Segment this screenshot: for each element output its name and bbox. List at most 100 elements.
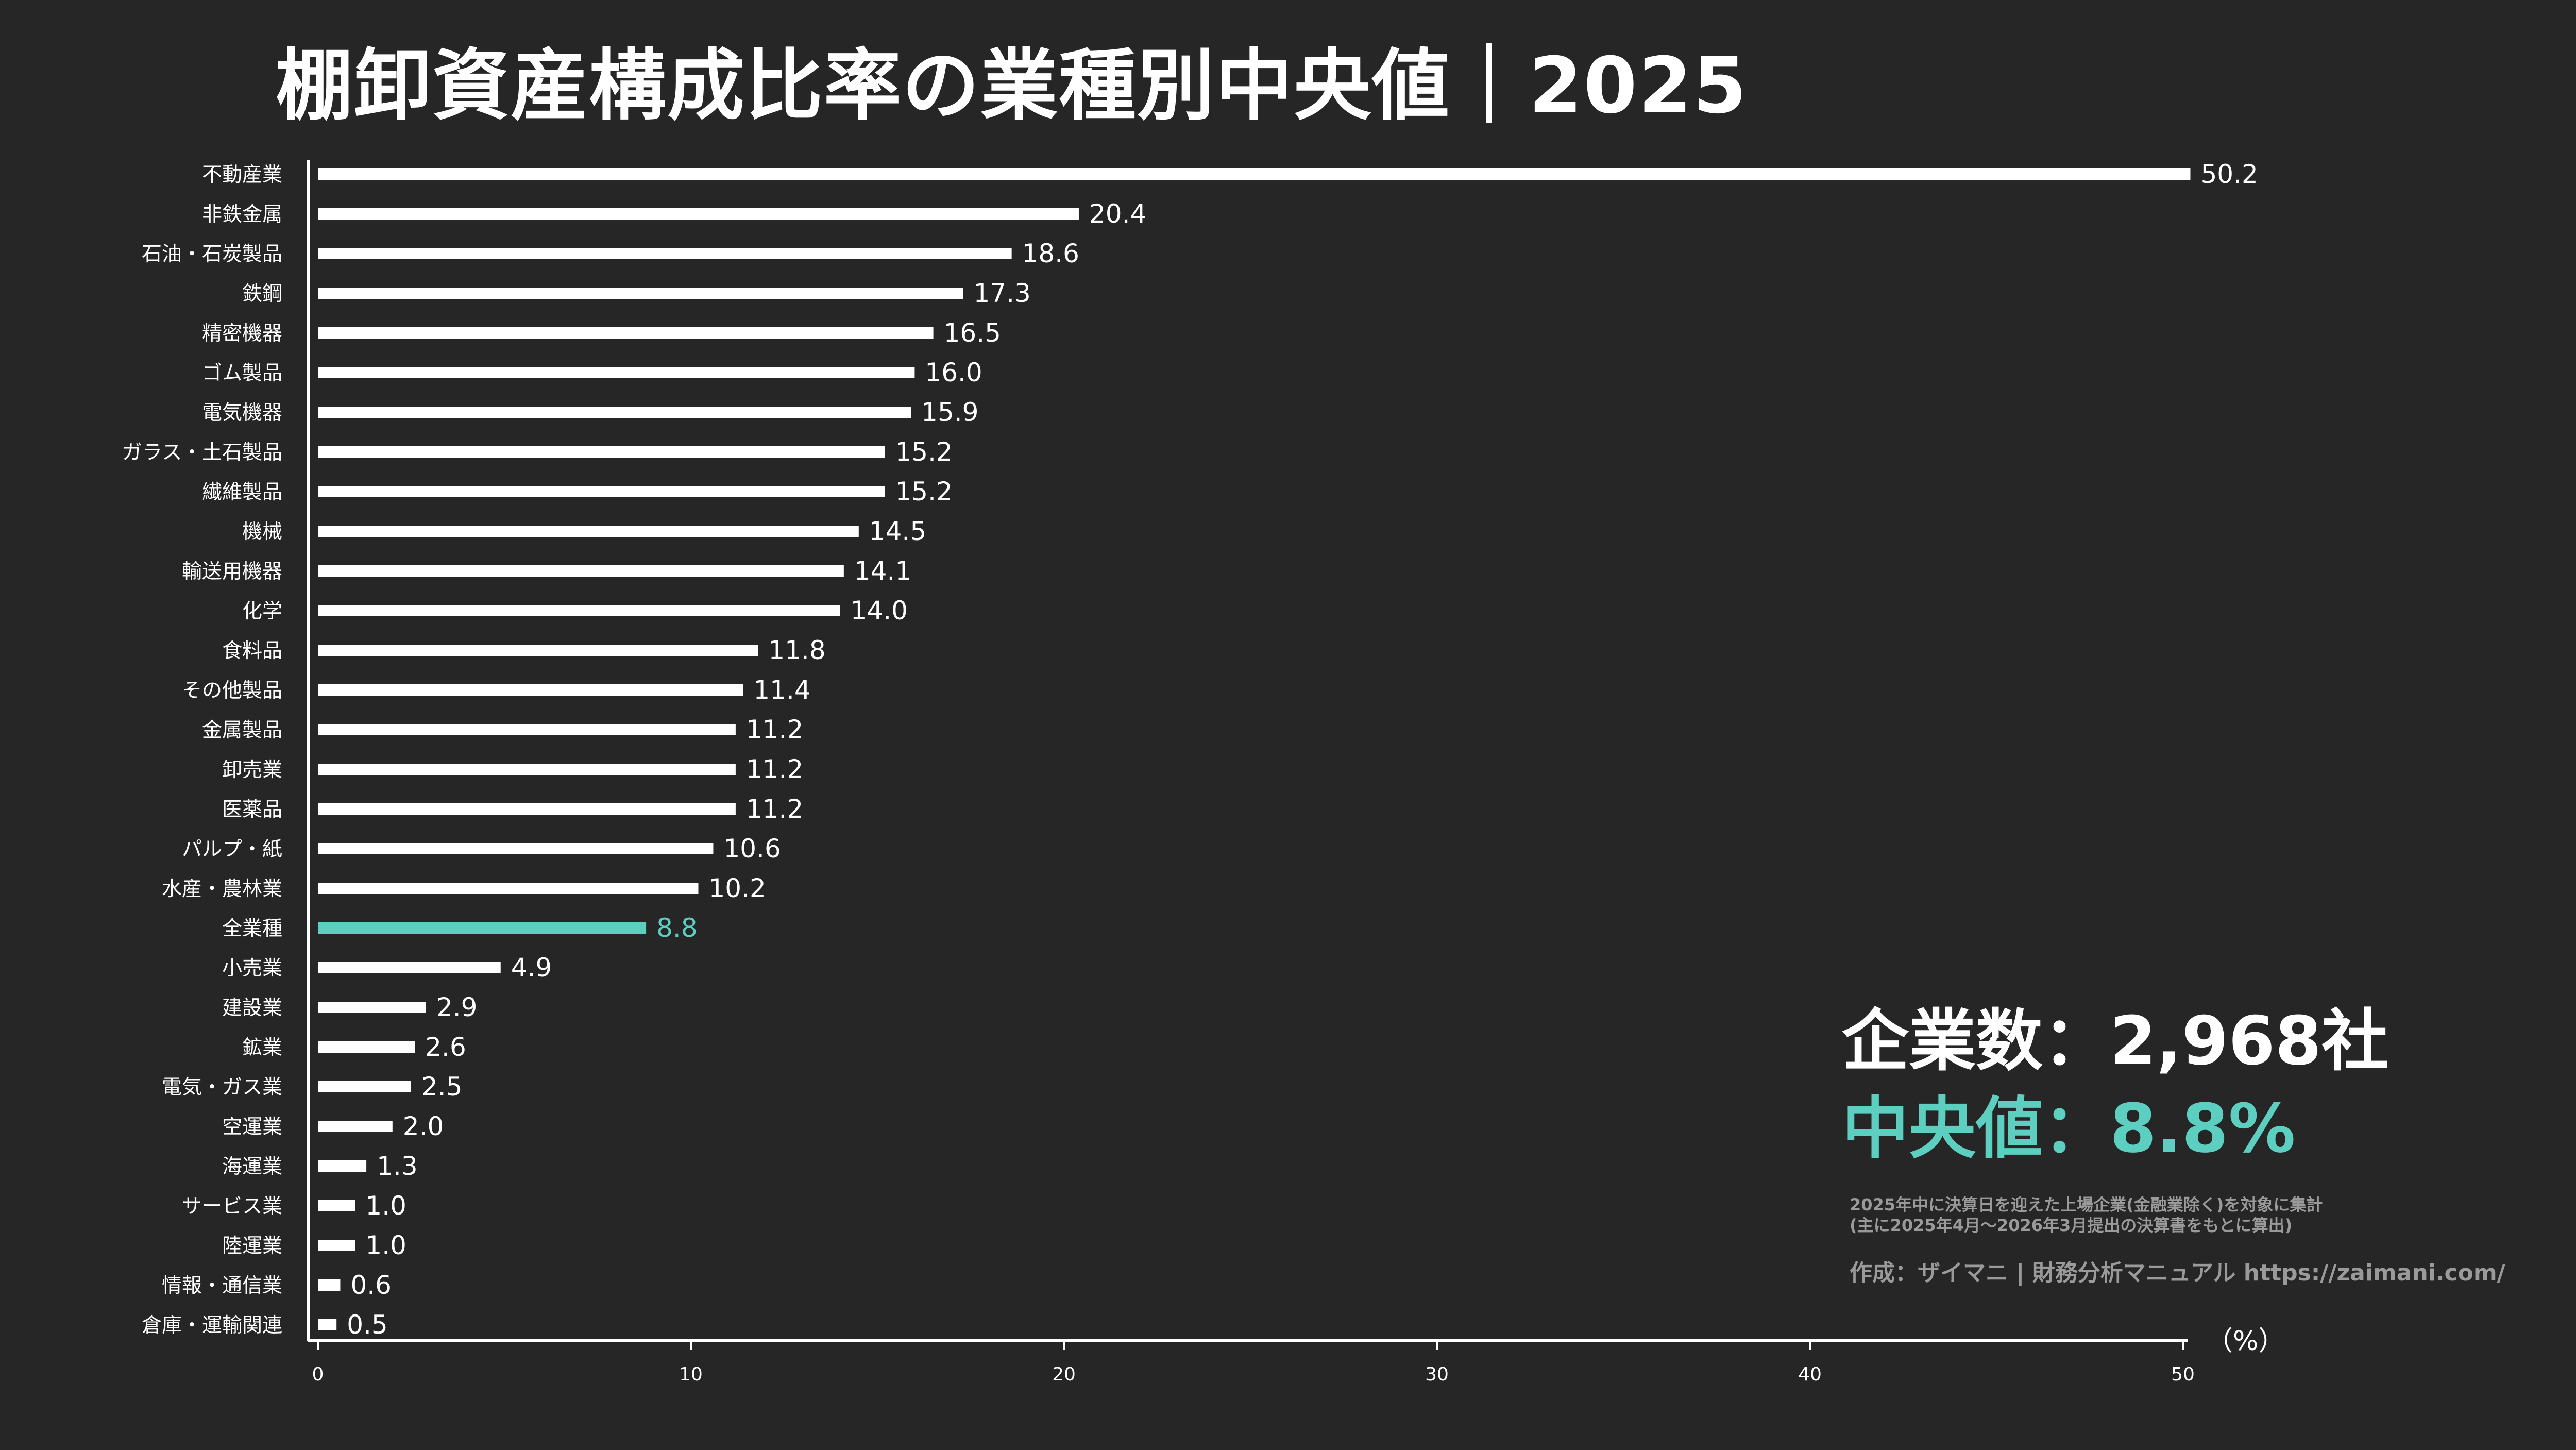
chart-title: 棚卸資産構成比率の業種別中央値｜2025 bbox=[276, 41, 1748, 131]
data-label: 14.1 bbox=[854, 556, 911, 586]
data-label: 2.9 bbox=[436, 992, 478, 1022]
category-label: 医薬品 bbox=[222, 798, 282, 821]
median-value: 中央値：8.8% bbox=[1842, 1089, 2296, 1168]
data-label: 1.3 bbox=[377, 1151, 418, 1181]
data-label: 15.2 bbox=[895, 477, 952, 507]
bar bbox=[318, 684, 743, 696]
category-label: 卸売業 bbox=[222, 758, 282, 782]
category-label: 電気機器 bbox=[202, 401, 282, 425]
category-label: 石油・石炭製品 bbox=[142, 243, 282, 266]
category-label: パルプ・紙 bbox=[182, 838, 282, 861]
bar bbox=[318, 1240, 355, 1251]
data-label: 10.6 bbox=[723, 834, 781, 864]
summary-stats: 企業数：2,968社 中央値：8.8% bbox=[1842, 1007, 2388, 1162]
category-label: 空運業 bbox=[222, 1116, 282, 1139]
x-tick-label: 10 bbox=[679, 1364, 703, 1385]
bar bbox=[318, 1160, 367, 1172]
bar bbox=[318, 288, 963, 299]
category-label: 輸送用機器 bbox=[182, 560, 282, 583]
category-label: 繊維製品 bbox=[202, 481, 282, 504]
category-label: 建設業 bbox=[222, 997, 282, 1020]
data-label: 2.6 bbox=[425, 1032, 466, 1062]
data-label: 15.9 bbox=[921, 397, 978, 427]
bar bbox=[318, 526, 859, 537]
bar bbox=[318, 883, 699, 894]
data-label: 11.4 bbox=[753, 675, 810, 705]
x-tick-label: 50 bbox=[2171, 1364, 2195, 1385]
x-tick-label: 20 bbox=[1052, 1364, 1076, 1385]
bar bbox=[318, 367, 915, 378]
data-label: 11.2 bbox=[746, 794, 803, 824]
bar bbox=[318, 446, 885, 458]
credit-text: 作成：ザイマニ | 財務分析マニュアル https://zaimani.com/ bbox=[1850, 1260, 2505, 1286]
footnote-line: 2025年中に決算日を迎えた上場企業(金融業除く)を対象に集計 bbox=[1850, 1195, 2323, 1215]
category-label: 鉱業 bbox=[242, 1036, 282, 1059]
bar bbox=[318, 1279, 341, 1291]
data-label: 20.4 bbox=[1089, 199, 1146, 229]
bar bbox=[318, 248, 1012, 259]
category-label: 精密機器 bbox=[202, 322, 282, 345]
category-label: 水産・農林業 bbox=[162, 878, 282, 901]
data-label: 0.6 bbox=[350, 1270, 392, 1300]
x-tick-label: 30 bbox=[1425, 1364, 1449, 1385]
data-label: 11.2 bbox=[746, 754, 803, 784]
bar bbox=[318, 1081, 411, 1092]
category-label: 非鉄金属 bbox=[202, 203, 282, 226]
data-label: 16.5 bbox=[944, 318, 1001, 348]
category-label: 化学 bbox=[242, 600, 282, 623]
x-axis-unit-label: （%） bbox=[2206, 1326, 2285, 1357]
bar bbox=[318, 724, 736, 735]
bar bbox=[318, 407, 911, 418]
bar bbox=[318, 565, 844, 577]
footnotes: 2025年中に決算日を迎えた上場企業(金融業除く)を対象に集計 (主に2025年… bbox=[1850, 1194, 2505, 1287]
bar bbox=[318, 1041, 415, 1053]
company-count: 企業数：2,968社 bbox=[1842, 1002, 2389, 1080]
bars-group: 不動産業 50.2 非鉄金属 20.4 石油・石炭製品 18.6 鉄鋼 17.3 精密機器 16.… bbox=[122, 159, 2258, 1340]
bar bbox=[318, 1002, 426, 1013]
bar bbox=[318, 803, 736, 815]
x-tick-label: 40 bbox=[1798, 1364, 1822, 1385]
category-label: 機械 bbox=[242, 520, 282, 544]
category-label: 全業種 bbox=[222, 917, 282, 940]
data-label: 2.5 bbox=[421, 1072, 463, 1102]
category-label: 不動産業 bbox=[202, 163, 282, 187]
footnote-line: (主に2025年4月〜2026年3月提出の決算書をもとに算出) bbox=[1850, 1216, 2293, 1235]
data-label: 16.0 bbox=[925, 358, 982, 387]
x-tick-label: 0 bbox=[312, 1364, 324, 1385]
data-label: 14.5 bbox=[869, 516, 926, 546]
category-label: サービス業 bbox=[182, 1195, 282, 1218]
bar bbox=[318, 764, 736, 775]
bar bbox=[318, 208, 1079, 220]
data-label: 17.3 bbox=[974, 278, 1031, 308]
data-label: 11.8 bbox=[768, 635, 825, 665]
category-label: 鉄鋼 bbox=[242, 282, 282, 306]
bar bbox=[318, 327, 934, 339]
bar bbox=[318, 1319, 337, 1330]
category-label: 金属製品 bbox=[202, 719, 282, 742]
data-label: 18.6 bbox=[1022, 239, 1079, 268]
bar bbox=[318, 1121, 393, 1132]
category-label: ゴム製品 bbox=[202, 362, 282, 385]
bar bbox=[318, 645, 758, 656]
data-label: 2.0 bbox=[403, 1111, 444, 1141]
data-label: 50.2 bbox=[2200, 159, 2258, 189]
data-label: 15.2 bbox=[895, 437, 952, 467]
bar bbox=[318, 962, 501, 973]
bar bbox=[318, 168, 2191, 180]
data-label: 4.9 bbox=[511, 953, 552, 983]
data-label: 1.0 bbox=[365, 1191, 406, 1221]
data-label: 11.2 bbox=[746, 715, 803, 745]
category-label: その他製品 bbox=[182, 679, 282, 702]
data-label: 14.0 bbox=[851, 596, 908, 626]
category-label: 小売業 bbox=[222, 957, 282, 980]
category-label: 電気・ガス業 bbox=[162, 1076, 282, 1099]
axes-group: 0 10 20 30 40 50 （%） bbox=[307, 160, 2285, 1385]
bar bbox=[318, 486, 885, 497]
category-label: 情報・通信業 bbox=[162, 1274, 282, 1297]
category-label: 海運業 bbox=[222, 1155, 282, 1178]
data-label: 10.2 bbox=[708, 873, 766, 903]
category-label: 食料品 bbox=[222, 639, 282, 663]
data-label: 1.0 bbox=[365, 1230, 406, 1260]
bar bbox=[318, 922, 647, 934]
